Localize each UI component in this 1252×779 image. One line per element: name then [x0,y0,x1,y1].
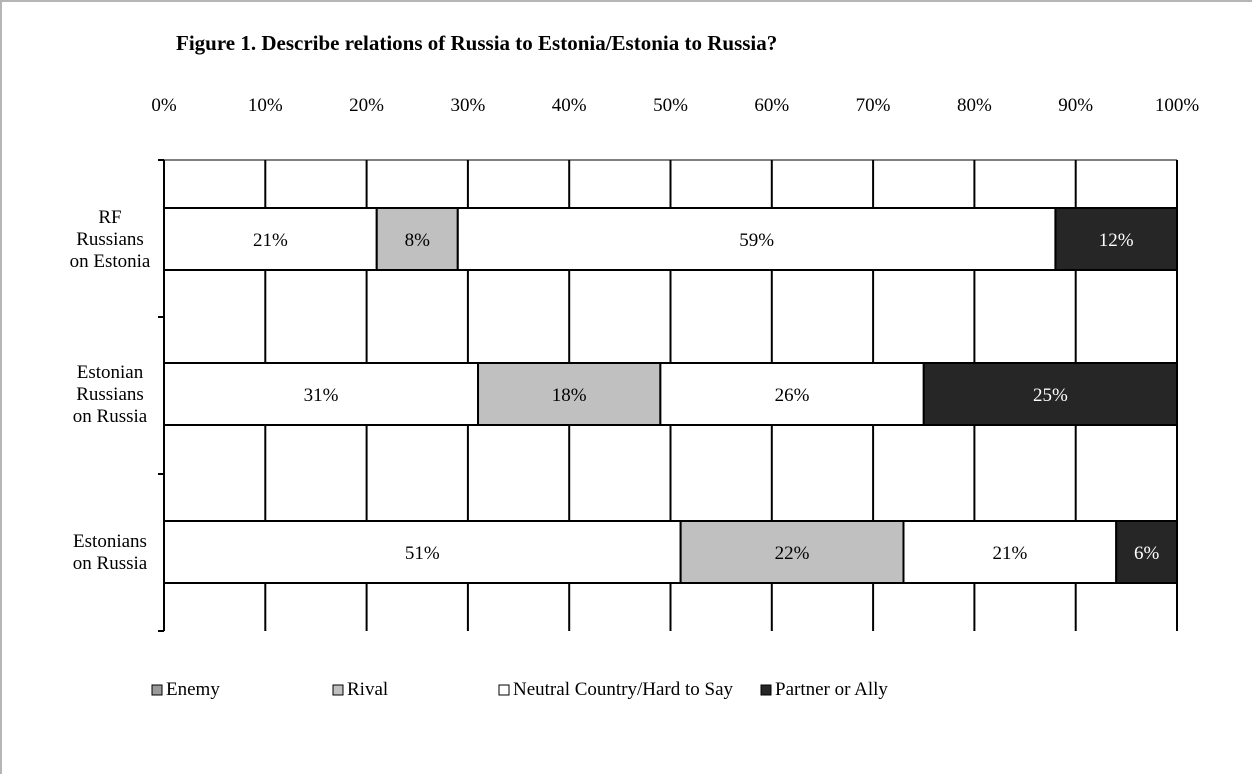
x-tick-label: 70% [856,95,891,116]
x-tick-label: 100% [1155,95,1200,116]
legend-swatch [332,684,344,696]
data-label: 8% [405,230,431,251]
legend-item: Partner or Ally [760,679,888,700]
bar-segment [163,207,378,271]
bar-segment [659,362,925,426]
x-tick-label: 60% [754,95,789,116]
data-label: 51% [405,543,440,564]
bar-segment [163,520,682,584]
bar-segment [922,362,1178,426]
data-label: 21% [253,230,288,251]
bar-segment [163,362,480,426]
legend-swatch [760,684,772,696]
data-label: 21% [992,543,1027,564]
legend-item: Enemy [151,679,220,700]
x-tick-label: 90% [1058,95,1093,116]
x-tick-label: 50% [653,95,688,116]
axis [158,159,1177,632]
x-tick-label: 0% [151,95,177,116]
legend-label: Neutral Country/Hard to Say [513,679,734,700]
legend-label: Enemy [166,679,220,700]
category-label: Estonian Russians on Russia [73,362,148,427]
category-label: Estonians on Russia [73,531,148,574]
bar-segment [679,520,905,584]
bar-segment [902,520,1118,584]
legend-item: Neutral Country/Hard to Say [498,679,734,700]
data-label: 18% [552,385,587,406]
legend-swatch [498,684,510,696]
bar-segments [163,207,1178,584]
x-tick-label: 30% [450,95,485,116]
data-label: 25% [1033,385,1068,406]
segment-labels: 21% 8% 59% 12% 31% 18% 26% 25% 51% 22% 21% 6% [253,230,1159,564]
legend-item: Rival [332,679,388,700]
x-tick-label: 20% [349,95,384,116]
data-label: 22% [775,543,810,564]
x-tick-label: 10% [248,95,283,116]
legend-label: Rival [347,679,388,700]
data-label: 59% [739,230,774,251]
x-tick-labels: 0% 10% 20% 30% 40% 50% 60% 70% 80% 90% 100% [151,95,1199,116]
category-labels: RF Russians on Estonia Estonian Russians on R… [70,207,151,574]
bar-segment [1115,520,1178,584]
legend: Enemy Rival Neutral Country/Hard to Say Par… [151,679,888,700]
legend-swatch [151,684,163,696]
data-label: 26% [775,385,810,406]
x-tick-label: 80% [957,95,992,116]
chart-title: Figure 1. Describe relations of Russia t… [176,31,777,55]
legend-label: Partner or Ally [775,679,888,700]
category-label: RF Russians on Estonia [70,207,151,272]
bar-segment [1054,207,1178,271]
bar-segment [477,362,662,426]
bar-segment [375,207,459,271]
x-tick-label: 40% [552,95,587,116]
data-label: 31% [304,385,339,406]
data-label: 6% [1134,543,1160,564]
data-label: 12% [1099,230,1134,251]
